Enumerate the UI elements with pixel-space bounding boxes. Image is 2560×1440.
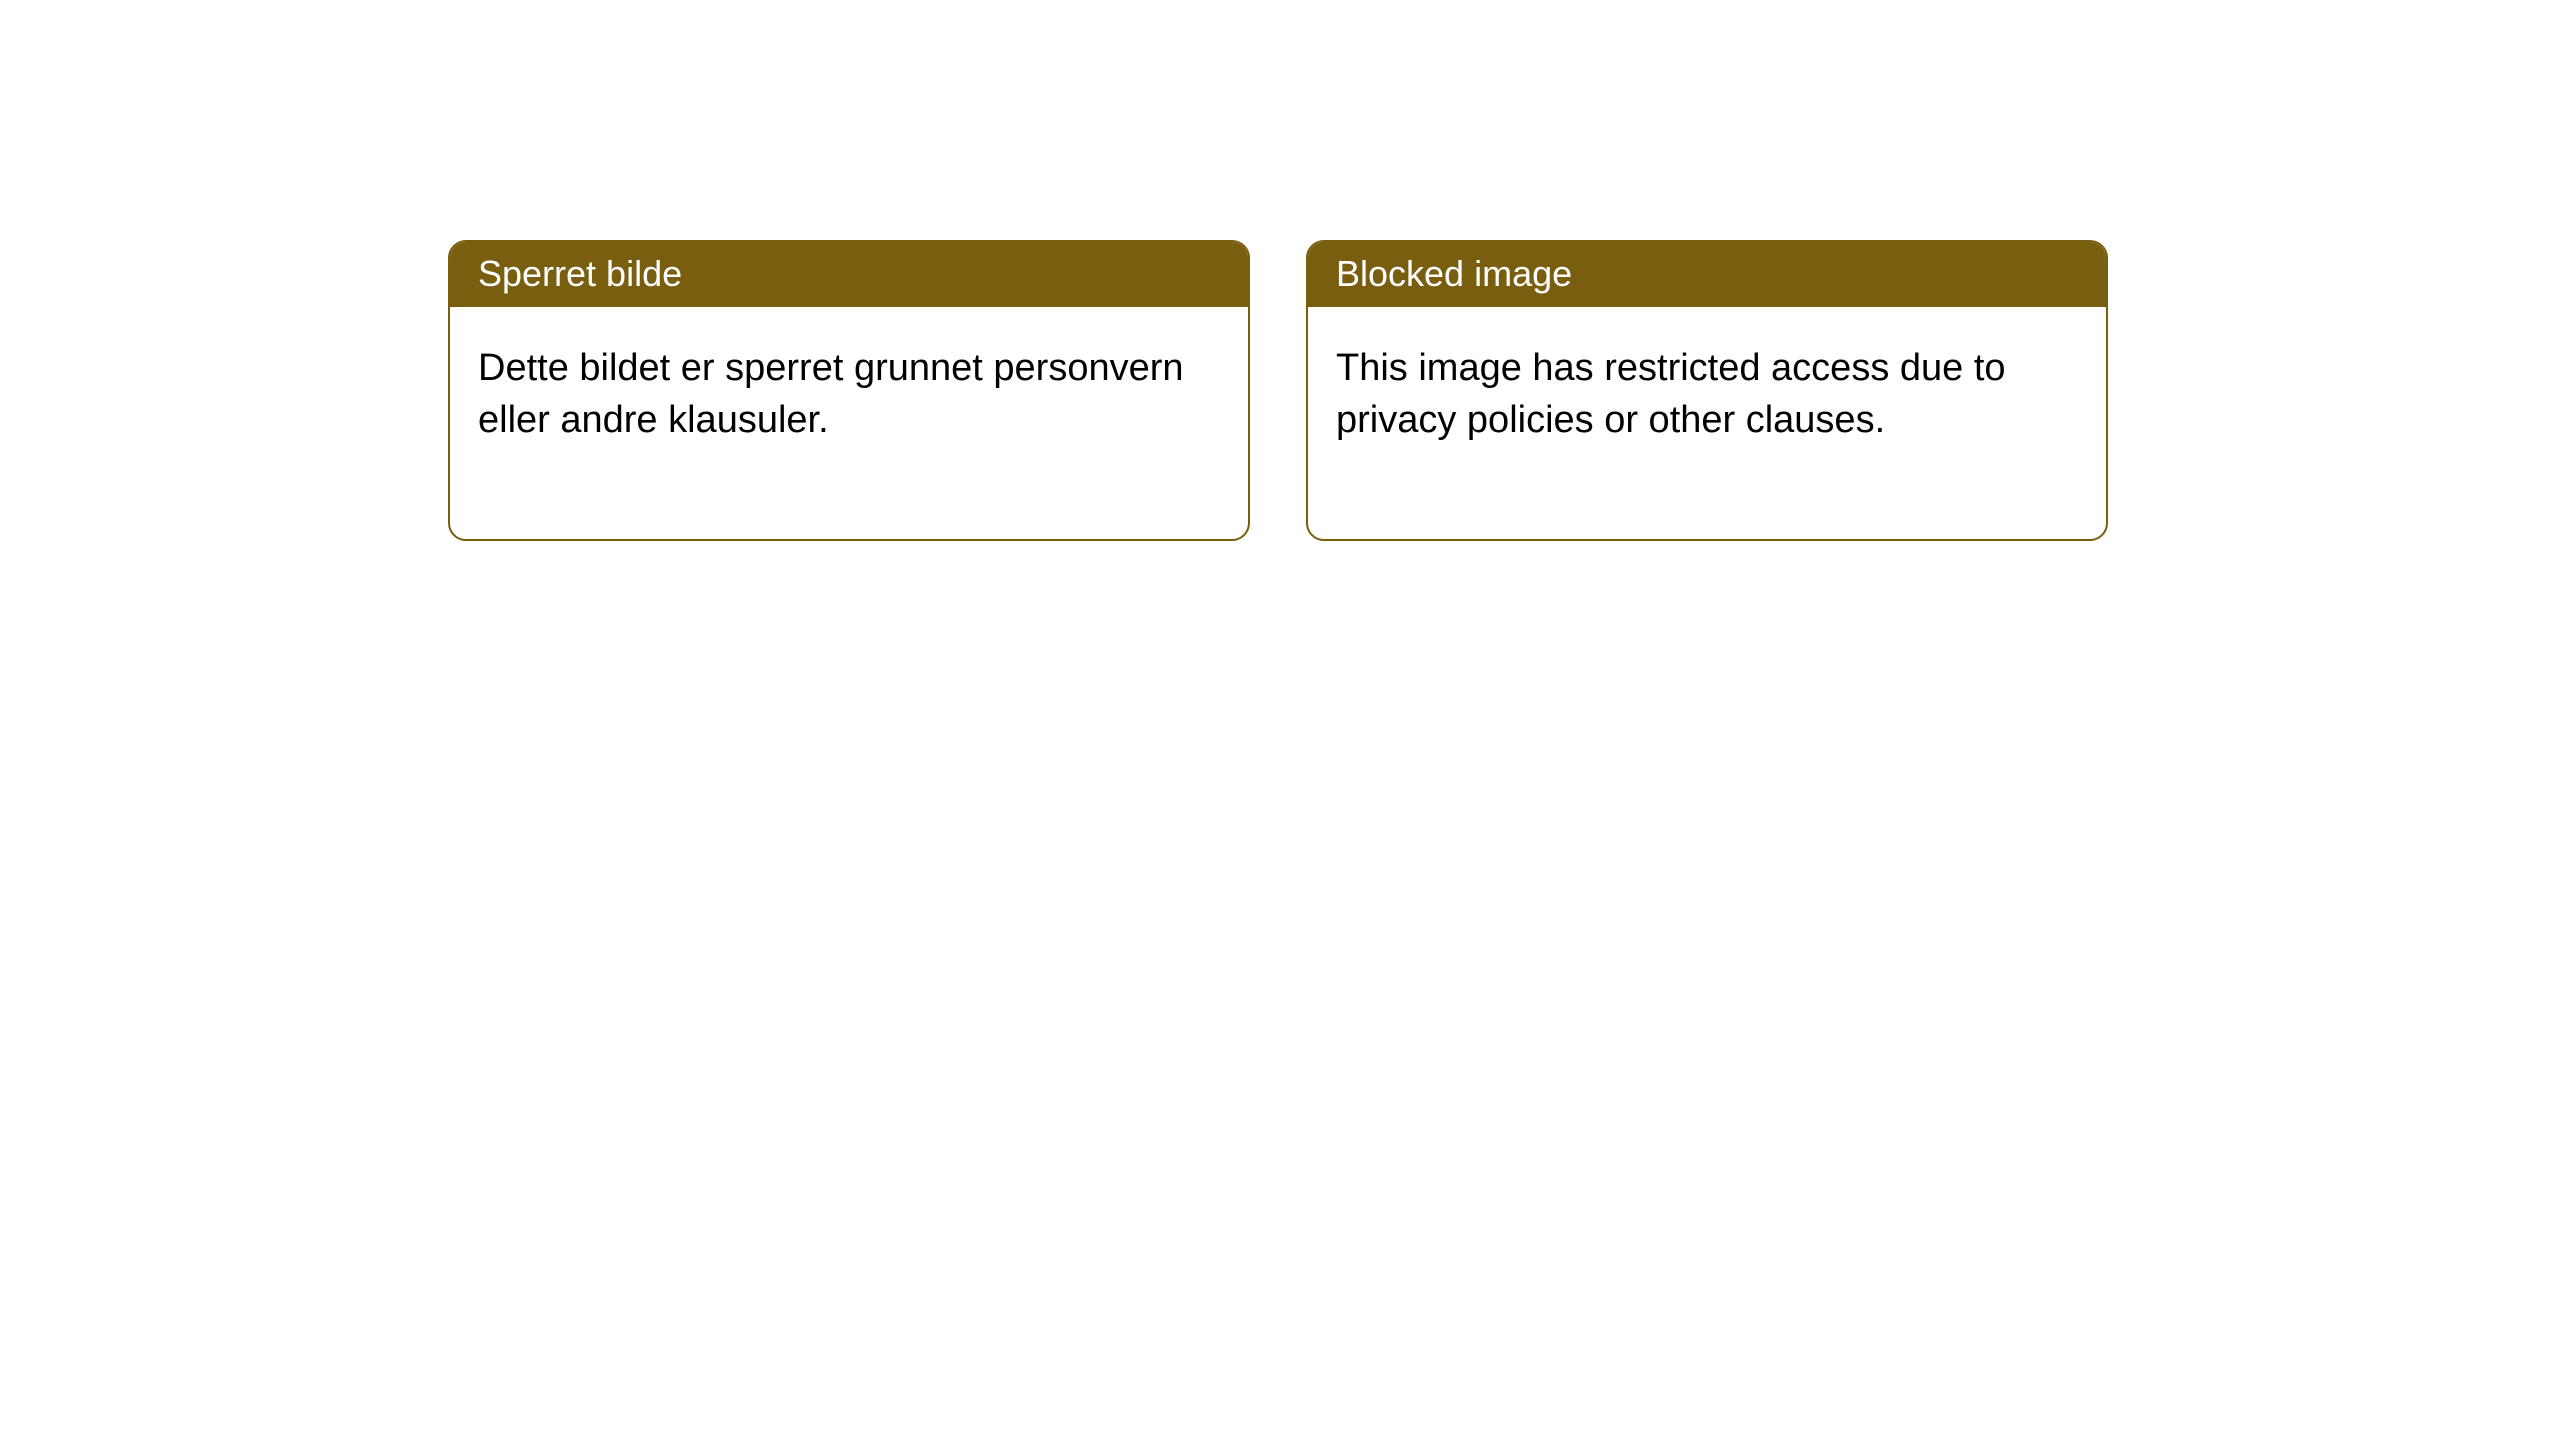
notice-body: This image has restricted access due to …	[1308, 307, 2106, 538]
notice-header: Blocked image	[1308, 242, 2106, 307]
notice-header: Sperret bilde	[450, 242, 1248, 307]
notice-card-norwegian: Sperret bilde Dette bildet er sperret gr…	[448, 240, 1250, 541]
notice-container: Sperret bilde Dette bildet er sperret gr…	[448, 240, 2108, 541]
notice-card-english: Blocked image This image has restricted …	[1306, 240, 2108, 541]
notice-body: Dette bildet er sperret grunnet personve…	[450, 307, 1248, 538]
